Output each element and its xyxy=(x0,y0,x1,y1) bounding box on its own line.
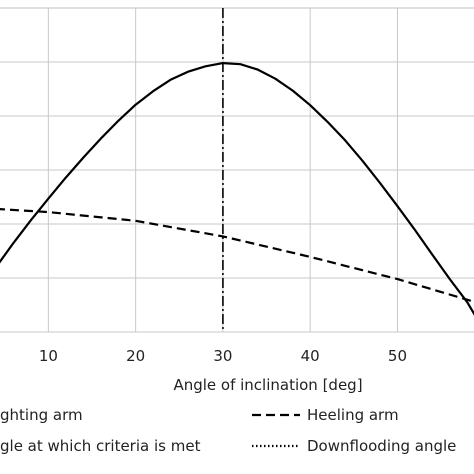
gridlines xyxy=(0,8,474,333)
legend-entry: gle at which criteria is met xyxy=(0,437,201,455)
series-layer xyxy=(0,8,474,332)
x-axis-label: Angle of inclination [deg] xyxy=(173,376,362,394)
legend-label: Heeling arm xyxy=(307,406,399,424)
x-tick-labels: 10 20 30 40 50 xyxy=(39,347,407,365)
legend-label: Downflooding angle xyxy=(307,437,456,455)
legend-entry: ghting arm xyxy=(0,406,83,424)
x-tick-label: 10 xyxy=(39,347,58,365)
x-tick-label: 30 xyxy=(213,347,232,365)
x-tick-label: 20 xyxy=(126,347,145,365)
series-line-dashed xyxy=(0,208,474,303)
x-tick-label: 50 xyxy=(388,347,407,365)
legend-label: ghting arm xyxy=(0,406,83,424)
legend-label: gle at which criteria is met xyxy=(0,437,201,455)
legend: ghting arm Heeling arm gle at which criter… xyxy=(0,406,456,455)
legend-entry: Heeling arm xyxy=(252,406,399,424)
series-line-solid xyxy=(0,61,474,316)
x-tick-label: 40 xyxy=(301,347,320,365)
legend-entry: Downflooding angle xyxy=(252,437,456,455)
